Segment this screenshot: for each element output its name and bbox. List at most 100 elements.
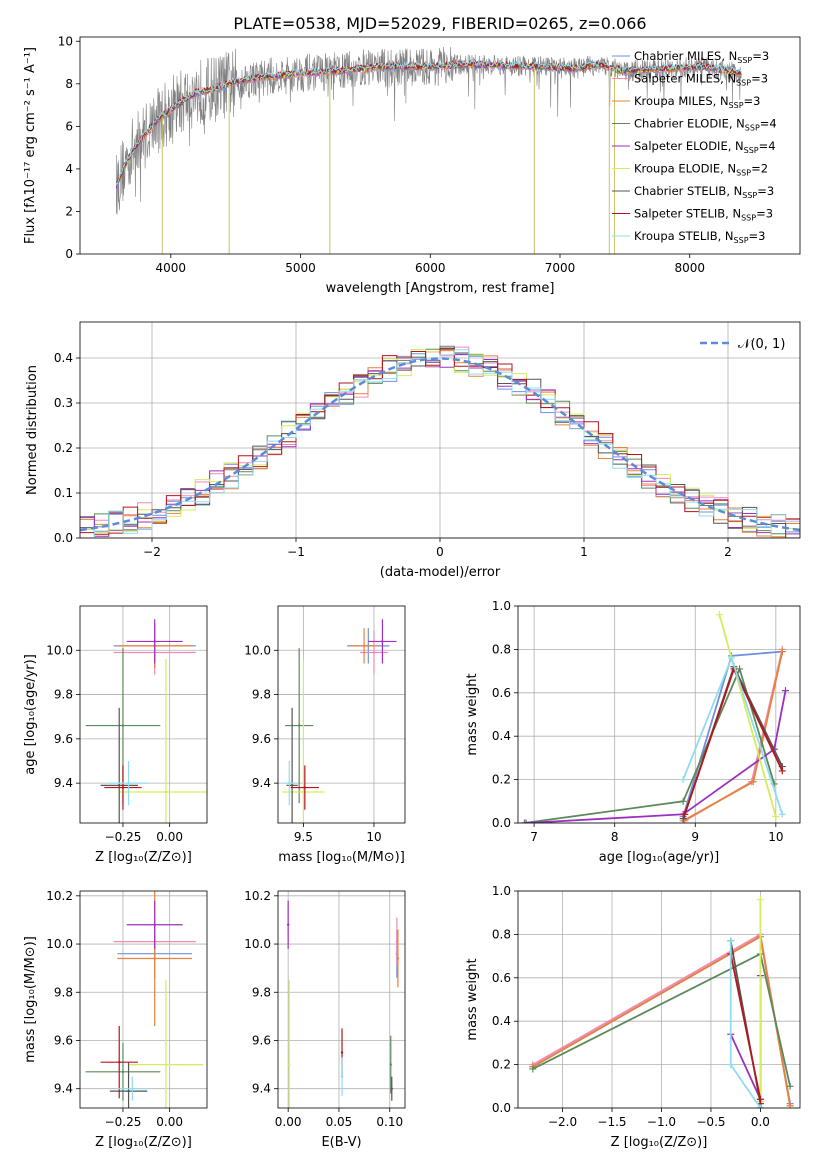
y-tick-label: 9.8 <box>54 985 73 999</box>
x-tick-label: −2 <box>143 545 161 559</box>
y-tick-label: 0.3 <box>54 396 73 410</box>
errorbar-point <box>118 784 121 787</box>
chart-age-vs-Z: −0.25 0.00 9.4 9.6 9.8 10.0 Z [log₁₀(Z/Z⊙)] age… <box>23 605 208 865</box>
series-marker <box>756 1095 764 1103</box>
plot-frame <box>79 890 208 1109</box>
y-axis-label: Flux [fλ10⁻¹⁷ erg cm⁻² s⁻¹ A⁻¹] <box>23 47 38 244</box>
x-tick-label: 0.00 <box>156 1115 183 1129</box>
legend-count: =3 <box>744 94 761 108</box>
y-tick-label: 1.0 <box>492 599 511 613</box>
x-tick-label: −1 <box>287 545 305 559</box>
errorbar-point <box>164 1063 168 1066</box>
x-tick-label: 9.5 <box>294 830 313 844</box>
series-line-3 <box>524 666 776 823</box>
series-marker <box>778 767 786 775</box>
x-axis-label: wavelength [Angstrom, rest frame] <box>326 281 555 296</box>
y-tick-label: 2 <box>65 204 73 218</box>
histogram-3 <box>80 345 800 538</box>
y-tick-label: 0.2 <box>492 1058 511 1072</box>
y-axis-label: Normed distribution <box>25 365 40 495</box>
legend-count: =4 <box>759 139 776 153</box>
errorbar-point <box>396 957 400 960</box>
y-tick-label: 0.0 <box>492 816 511 830</box>
legend-label: Kroupa STELIB, NSSP=3 <box>634 229 765 245</box>
y-tick-label: 9.8 <box>252 985 271 999</box>
model-line-8 <box>115 58 742 186</box>
errorbar-point <box>127 1089 130 1093</box>
chart-spectrum: 4000 5000 6000 7000 8000 0 2 4 6 8 10 wavelength [A… <box>23 34 801 296</box>
series-marker <box>727 937 735 945</box>
x-tick-label: 4000 <box>156 261 187 275</box>
errorbar-point <box>362 644 366 648</box>
x-tick-label: −0.25 <box>105 830 142 844</box>
x-tick-label: 9 <box>691 830 699 844</box>
errorbar-point <box>372 651 376 654</box>
chart-age-vs-mass: 9.5 10 9.4 9.6 9.8 10.0 mass [log₁₀(M/M⊙)] <box>244 605 406 865</box>
legend-subscript: SSP <box>742 191 757 200</box>
legend-label: 𝒩(0, 1) <box>738 337 785 352</box>
series-marker <box>749 778 757 786</box>
y-tick-label: 0.4 <box>492 1014 511 1028</box>
legend-subscript: SSP <box>736 169 751 178</box>
y-tick-label: 9.4 <box>252 776 271 790</box>
errorbars <box>282 619 397 823</box>
errorbar-point <box>127 781 130 785</box>
errorbar-point <box>153 923 156 926</box>
x-tick-label: 0.05 <box>326 1115 353 1129</box>
y-tick-label: 10.0 <box>244 937 271 951</box>
y-tick-label: 9.4 <box>54 776 73 790</box>
errorbar-point <box>340 1051 344 1054</box>
y-tick-label: 9.4 <box>252 1082 271 1096</box>
errorbar-point <box>303 786 307 789</box>
y-axis-label: mass [log₁₀(M/M⊙)] <box>23 936 38 1063</box>
x-tick-label: 10 <box>768 830 783 844</box>
errorbar-point <box>121 1070 125 1074</box>
errorbar-point <box>286 923 290 926</box>
series-marker <box>529 1065 537 1073</box>
plot-frame <box>277 605 406 824</box>
x-tick-label: 0.10 <box>376 1115 403 1129</box>
errorbar-point <box>290 784 294 787</box>
y-tick-label: 0.6 <box>492 971 511 985</box>
x-axis-label: age [log₁₀(age/yr)] <box>599 850 720 865</box>
errorbar-point <box>287 1063 291 1066</box>
errorbar-point <box>164 790 168 794</box>
errorbar-point <box>153 640 156 643</box>
y-tick-label: 8 <box>65 77 73 91</box>
chart-residuals: −2 −1 0 1 2 0.0 0.1 0.2 0.3 0.4 (data-model)/error… <box>25 321 801 580</box>
series-marker <box>522 819 530 823</box>
y-tick-label: 4 <box>65 162 73 176</box>
x-tick-label: −2.0 <box>548 1115 577 1129</box>
legend-subscript: SSP <box>745 124 760 133</box>
series-marker <box>772 812 780 820</box>
legend-subscript: SSP <box>744 146 759 155</box>
errorbar-point <box>390 1087 393 1090</box>
y-axis-label: mass weight <box>465 673 480 755</box>
y-tick-label: 10.0 <box>46 643 73 657</box>
series-marker <box>715 611 723 619</box>
legend-label: Salpeter ELODIE, NSSP=4 <box>634 139 776 155</box>
legend-label: Chabrier MILES, NSSP=3 <box>634 49 769 65</box>
series-marker <box>681 810 689 818</box>
figure-title: PLATE=0538, MJD=52029, FIBERID=0265, z=0… <box>233 14 646 33</box>
legend-count: =3 <box>749 229 766 243</box>
legend-count: =3 <box>752 49 769 63</box>
legend-subscript: SSP <box>736 79 751 88</box>
series-marker <box>786 1082 794 1090</box>
errorbar-point <box>297 724 301 727</box>
plot-frame <box>517 890 801 1109</box>
x-tick-label: 0.0 <box>751 1115 770 1129</box>
legend-label: Chabrier ELODIE, NSSP=4 <box>634 117 777 133</box>
y-tick-label: 0.1 <box>54 486 73 500</box>
chart-massweight-vs-age: 7 8 9 10 0.0 0.2 0.4 0.6 0.8 1.0 age [log₁₀(age/yr… <box>465 599 801 865</box>
legend-subscript: SSP <box>737 56 752 65</box>
y-tick-label: 0.6 <box>492 686 511 700</box>
x-tick-label: 6000 <box>415 261 446 275</box>
errorbar-point <box>389 1063 392 1066</box>
y-tick-label: 9.6 <box>252 732 271 746</box>
x-tick-label: 8 <box>611 830 619 844</box>
histogram-bars <box>80 345 800 538</box>
y-tick-label: 0.0 <box>492 1101 511 1115</box>
x-tick-label: 5000 <box>285 261 316 275</box>
